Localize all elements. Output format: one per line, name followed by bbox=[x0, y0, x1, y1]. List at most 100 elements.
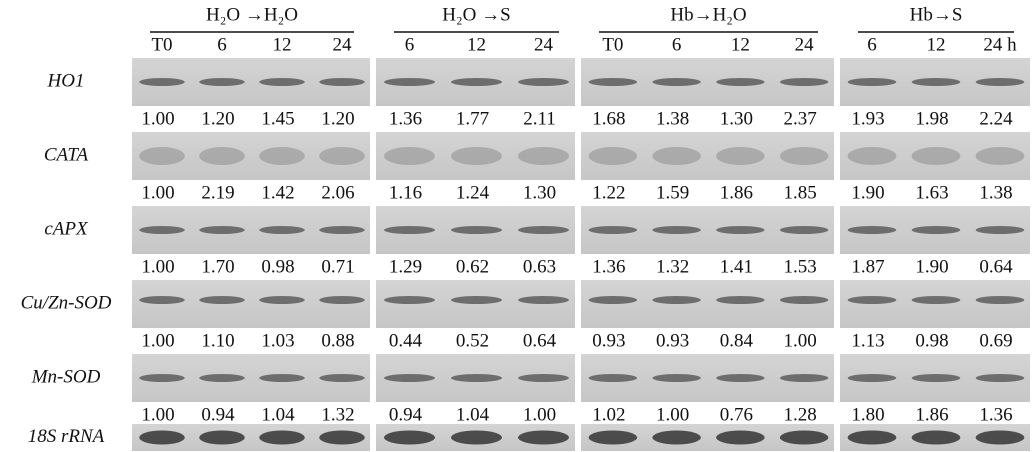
quant-value: 1.87 bbox=[851, 256, 884, 277]
band bbox=[384, 296, 435, 304]
band bbox=[652, 226, 700, 234]
band bbox=[848, 78, 897, 86]
quant-value: 2.24 bbox=[979, 108, 1013, 129]
quant-value: 1.00 bbox=[141, 404, 174, 425]
quant-value: 1.42 bbox=[261, 182, 294, 203]
band bbox=[319, 226, 365, 234]
quant-value: 1.00 bbox=[656, 404, 689, 425]
quant-value: 0.69 bbox=[979, 330, 1012, 351]
quant-value: 1.22 bbox=[592, 182, 625, 203]
band bbox=[139, 431, 185, 445]
quant-value: 1.30 bbox=[523, 182, 556, 203]
quant-value: 0.88 bbox=[321, 330, 354, 351]
quant-value: 1.98 bbox=[915, 108, 948, 129]
band bbox=[780, 296, 828, 304]
band bbox=[912, 226, 961, 234]
band bbox=[451, 78, 502, 86]
band bbox=[912, 374, 961, 382]
band bbox=[976, 374, 1025, 382]
lane-label: 12 bbox=[273, 34, 292, 55]
quant-value: 1.32 bbox=[321, 404, 354, 425]
band bbox=[259, 431, 305, 445]
quant-value: 2.37 bbox=[784, 108, 817, 129]
quant-value: 1.90 bbox=[915, 256, 948, 277]
band bbox=[518, 431, 569, 445]
quant-value: 1.10 bbox=[201, 330, 234, 351]
band bbox=[716, 78, 764, 86]
quant-value: 0.63 bbox=[523, 256, 556, 277]
lane-label: 6 bbox=[672, 34, 682, 55]
quant-value: 1.04 bbox=[456, 404, 490, 425]
band bbox=[451, 226, 502, 234]
band bbox=[139, 147, 185, 165]
group-label: H₂O →S bbox=[442, 4, 510, 25]
quant-value: 1.16 bbox=[389, 182, 422, 203]
band bbox=[716, 147, 764, 165]
quant-value: 0.98 bbox=[915, 330, 948, 351]
quant-value: 1.38 bbox=[656, 108, 689, 129]
band bbox=[912, 296, 961, 304]
band bbox=[319, 374, 365, 382]
quant-value: 1.90 bbox=[851, 182, 884, 203]
gene-label: Mn-SOD bbox=[31, 366, 101, 387]
band bbox=[451, 374, 502, 382]
band bbox=[319, 147, 365, 165]
quant-value: 0.71 bbox=[321, 256, 354, 277]
band bbox=[976, 147, 1025, 165]
quant-value: 0.94 bbox=[201, 404, 235, 425]
band bbox=[976, 226, 1025, 234]
quant-value: 1.30 bbox=[720, 108, 753, 129]
gel-panel bbox=[840, 280, 1030, 328]
band bbox=[589, 226, 637, 234]
band bbox=[319, 296, 365, 304]
quant-value: 0.84 bbox=[720, 330, 754, 351]
band bbox=[780, 226, 828, 234]
band bbox=[199, 226, 245, 234]
quant-value: 1.45 bbox=[261, 108, 294, 129]
gel-figure: H₂O →H₂OT061224H₂O →S61224Hb→H₂OT061224H… bbox=[0, 0, 1036, 452]
gene-label: cAPX bbox=[44, 218, 89, 239]
band bbox=[848, 226, 897, 234]
band bbox=[259, 296, 305, 304]
quant-value: 2.06 bbox=[321, 182, 354, 203]
gel-panel bbox=[581, 280, 834, 328]
band bbox=[976, 78, 1025, 86]
gel-panel bbox=[132, 280, 370, 328]
quant-value: 1.36 bbox=[389, 108, 422, 129]
lane-label: 24 bbox=[333, 34, 353, 55]
band bbox=[716, 296, 764, 304]
band bbox=[139, 78, 185, 86]
band bbox=[518, 147, 569, 165]
band bbox=[716, 431, 764, 445]
quant-value: 1.00 bbox=[141, 108, 174, 129]
band bbox=[139, 296, 185, 304]
band bbox=[589, 78, 637, 86]
group-label: H₂O →H₂O bbox=[206, 4, 298, 25]
gene-label: Cu/Zn-SOD bbox=[21, 292, 112, 313]
band bbox=[780, 374, 828, 382]
quant-value: 2.11 bbox=[523, 108, 556, 129]
band bbox=[384, 374, 435, 382]
quant-value: 1.20 bbox=[201, 108, 234, 129]
quant-value: 0.98 bbox=[261, 256, 294, 277]
band bbox=[199, 431, 245, 445]
gel-panel bbox=[376, 280, 575, 328]
quant-value: 1.00 bbox=[523, 404, 556, 425]
gene-label: CATA bbox=[44, 144, 89, 165]
quant-value: 0.62 bbox=[456, 256, 489, 277]
band bbox=[652, 296, 700, 304]
band bbox=[716, 374, 764, 382]
quant-value: 0.44 bbox=[389, 330, 423, 351]
quant-value: 1.00 bbox=[141, 330, 174, 351]
quant-value: 1.36 bbox=[592, 256, 625, 277]
band bbox=[384, 431, 435, 445]
band bbox=[589, 431, 637, 445]
quant-value: 0.64 bbox=[979, 256, 1013, 277]
quant-value: 0.64 bbox=[523, 330, 557, 351]
quant-value: 1.03 bbox=[261, 330, 294, 351]
band bbox=[451, 296, 502, 304]
lane-label: 24 bbox=[795, 34, 815, 55]
band bbox=[589, 147, 637, 165]
quant-value: 0.76 bbox=[720, 404, 753, 425]
band bbox=[139, 374, 185, 382]
